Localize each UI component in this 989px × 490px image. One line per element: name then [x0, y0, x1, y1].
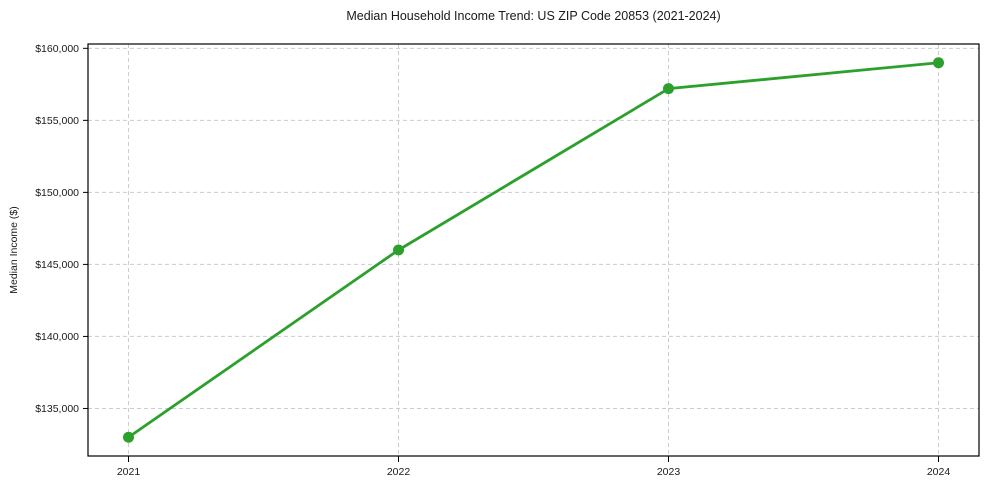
x-tick-label: 2024	[927, 466, 951, 478]
y-tick-label: $145,000	[35, 259, 79, 271]
y-tick-label: $135,000	[35, 403, 79, 415]
data-point-2021	[123, 431, 134, 443]
y-tick-label: $150,000	[35, 187, 79, 199]
y-tick-label: $155,000	[35, 115, 79, 127]
x-tick-label: 2021	[117, 466, 141, 478]
y-tick-label: $160,000	[35, 43, 79, 55]
y-tick-label: $140,000	[35, 331, 79, 343]
chart-title: Median Household Income Trend: US ZIP Co…	[346, 9, 721, 23]
x-tick-label: 2023	[657, 466, 681, 478]
trend-line	[127, 61, 940, 439]
data-point-2022	[393, 244, 404, 256]
plot-border	[87, 43, 980, 457]
x-tick-label: 2022	[387, 466, 411, 478]
data-point-2023	[663, 83, 674, 95]
data-point-2024	[933, 57, 944, 69]
